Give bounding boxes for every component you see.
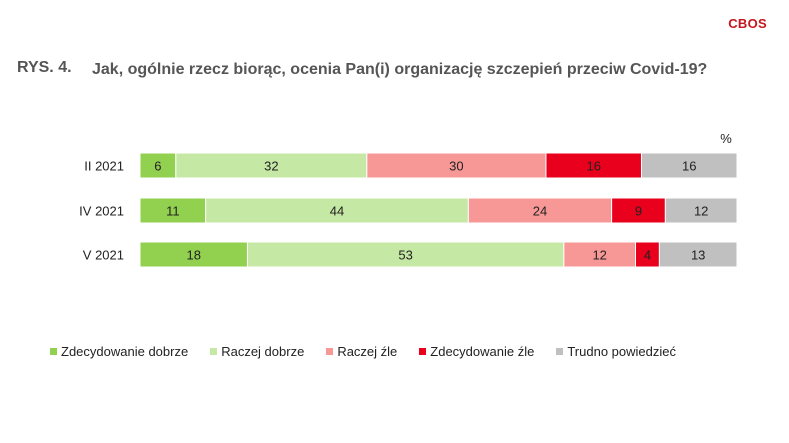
data-label: 32	[264, 159, 278, 174]
data-label: 4	[644, 248, 651, 263]
brand-logo: CBOS	[728, 16, 767, 31]
bar-segment	[664, 197, 738, 224]
bar-segment	[611, 197, 666, 224]
bar-segment	[563, 241, 637, 268]
legend-item: Raczej źle	[326, 344, 397, 359]
legend-label: Zdecydowanie źle	[430, 344, 535, 359]
category-label: V 2021	[83, 248, 124, 263]
legend-label: Zdecydowanie dobrze	[61, 344, 189, 359]
legend-swatch	[326, 348, 334, 355]
legend-swatch	[210, 348, 218, 355]
legend-item: Zdecydowanie źle	[419, 344, 534, 359]
data-label: 9	[635, 204, 642, 219]
data-label: 24	[533, 204, 547, 219]
legend-item: Raczej dobrze	[210, 344, 304, 359]
legend-item: Zdecydowanie dobrze	[50, 344, 188, 359]
chart-legend: Zdecydowanie dobrze Raczej dobrze Raczej ź…	[50, 344, 698, 359]
data-label: 44	[330, 204, 344, 219]
bar-segment	[139, 241, 248, 268]
data-label: 53	[398, 248, 412, 263]
bar-segment	[640, 152, 738, 179]
unit-label: %	[720, 131, 732, 146]
category-label: IV 2021	[79, 204, 124, 219]
data-label: 30	[449, 159, 463, 174]
data-label: 6	[154, 159, 161, 174]
legend-swatch	[50, 348, 57, 355]
data-label: 12	[592, 248, 606, 263]
bar-segment	[175, 152, 368, 179]
stacked-bar-chart: % II 2021 6 32 30 16 16 IV 2021 11 44 24 9 12 V 2021 1…	[79, 131, 738, 268]
figure-label: RYS. 4.	[17, 59, 72, 76]
data-label: 12	[694, 204, 708, 219]
data-label: 16	[586, 159, 600, 174]
bar-segment	[658, 241, 738, 268]
legend-label: Raczej źle	[337, 344, 398, 359]
bar-segment	[366, 152, 547, 179]
data-label: 16	[682, 159, 696, 174]
legend-swatch	[419, 348, 427, 355]
legend-item: Trudno powiedzieć	[556, 344, 676, 359]
legend-label: Trudno powiedzieć	[567, 344, 676, 359]
category-label: II 2021	[84, 159, 124, 174]
data-label: 11	[166, 204, 180, 219]
data-label: 18	[186, 248, 200, 263]
bar-segment	[205, 197, 469, 224]
chart-title: Jak, ogólnie rzecz biorąc, ocenia Pan(i)…	[92, 61, 708, 78]
legend-swatch	[556, 348, 564, 355]
data-label: 13	[691, 248, 705, 263]
legend-label: Raczej dobrze	[221, 344, 305, 359]
